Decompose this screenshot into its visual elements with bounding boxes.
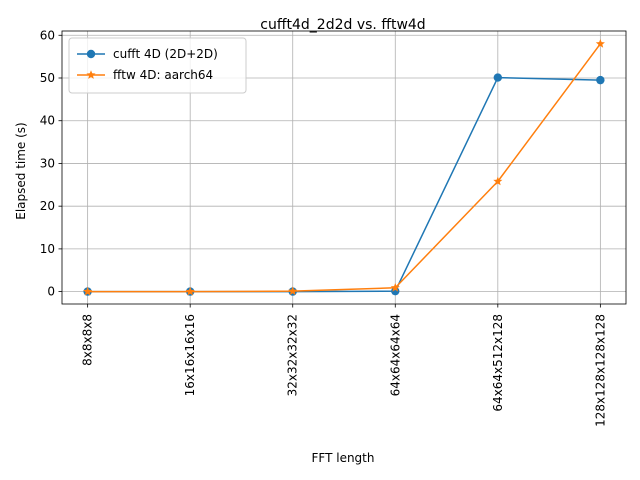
series-2-point [288,286,298,296]
x-tick-label: 64x64x512x128 [491,314,505,412]
legend-marker [86,49,96,59]
x-tick-label: 8x8x8x8 [81,314,95,366]
legend: cufft 4D (2D+2D) fftw 4D: aarch64 [68,37,247,94]
axes-frame [61,30,627,305]
y-tick-label: 0 [47,285,55,299]
series-2-point [390,282,400,292]
y-tick-label: 30 [40,156,55,170]
y-axis-title: Elapsed time (s) [14,122,28,220]
y-tick-label: 20 [40,199,55,213]
legend-marker [86,70,96,79]
series-2-point [83,286,93,296]
y-tick-label: 40 [40,114,55,128]
y-tick-label: 60 [40,28,55,42]
y-tick-label: 50 [40,71,55,85]
legend-label: cufft 4D (2D+2D) [113,47,218,61]
series-1-point [596,75,605,85]
x-tick-label: 128x128x128x128 [593,314,607,427]
x-tick-label: 32x32x32x32 [286,314,300,396]
y-tick-label: 10 [40,242,55,256]
series-2-point [185,286,195,296]
legend-box [68,37,247,94]
plot-area: 0 10 20 30 40 50 60 8x8x8x8 16x16x16x16 32x32x32x… [40,28,627,427]
series-2-point [493,176,503,186]
chart-title: cufft4d_2d2d vs. fftw4d [260,17,425,33]
series-2-point [595,39,605,48]
legend-label: fftw 4D: aarch64 [113,68,213,82]
series-line-2 [87,43,601,293]
x-axis-title: FFT length [312,451,375,465]
x-tick-label: 64x64x64x64 [388,314,402,396]
x-tick-label: 16x16x16x16 [183,314,197,396]
series-1-point [493,73,503,82]
